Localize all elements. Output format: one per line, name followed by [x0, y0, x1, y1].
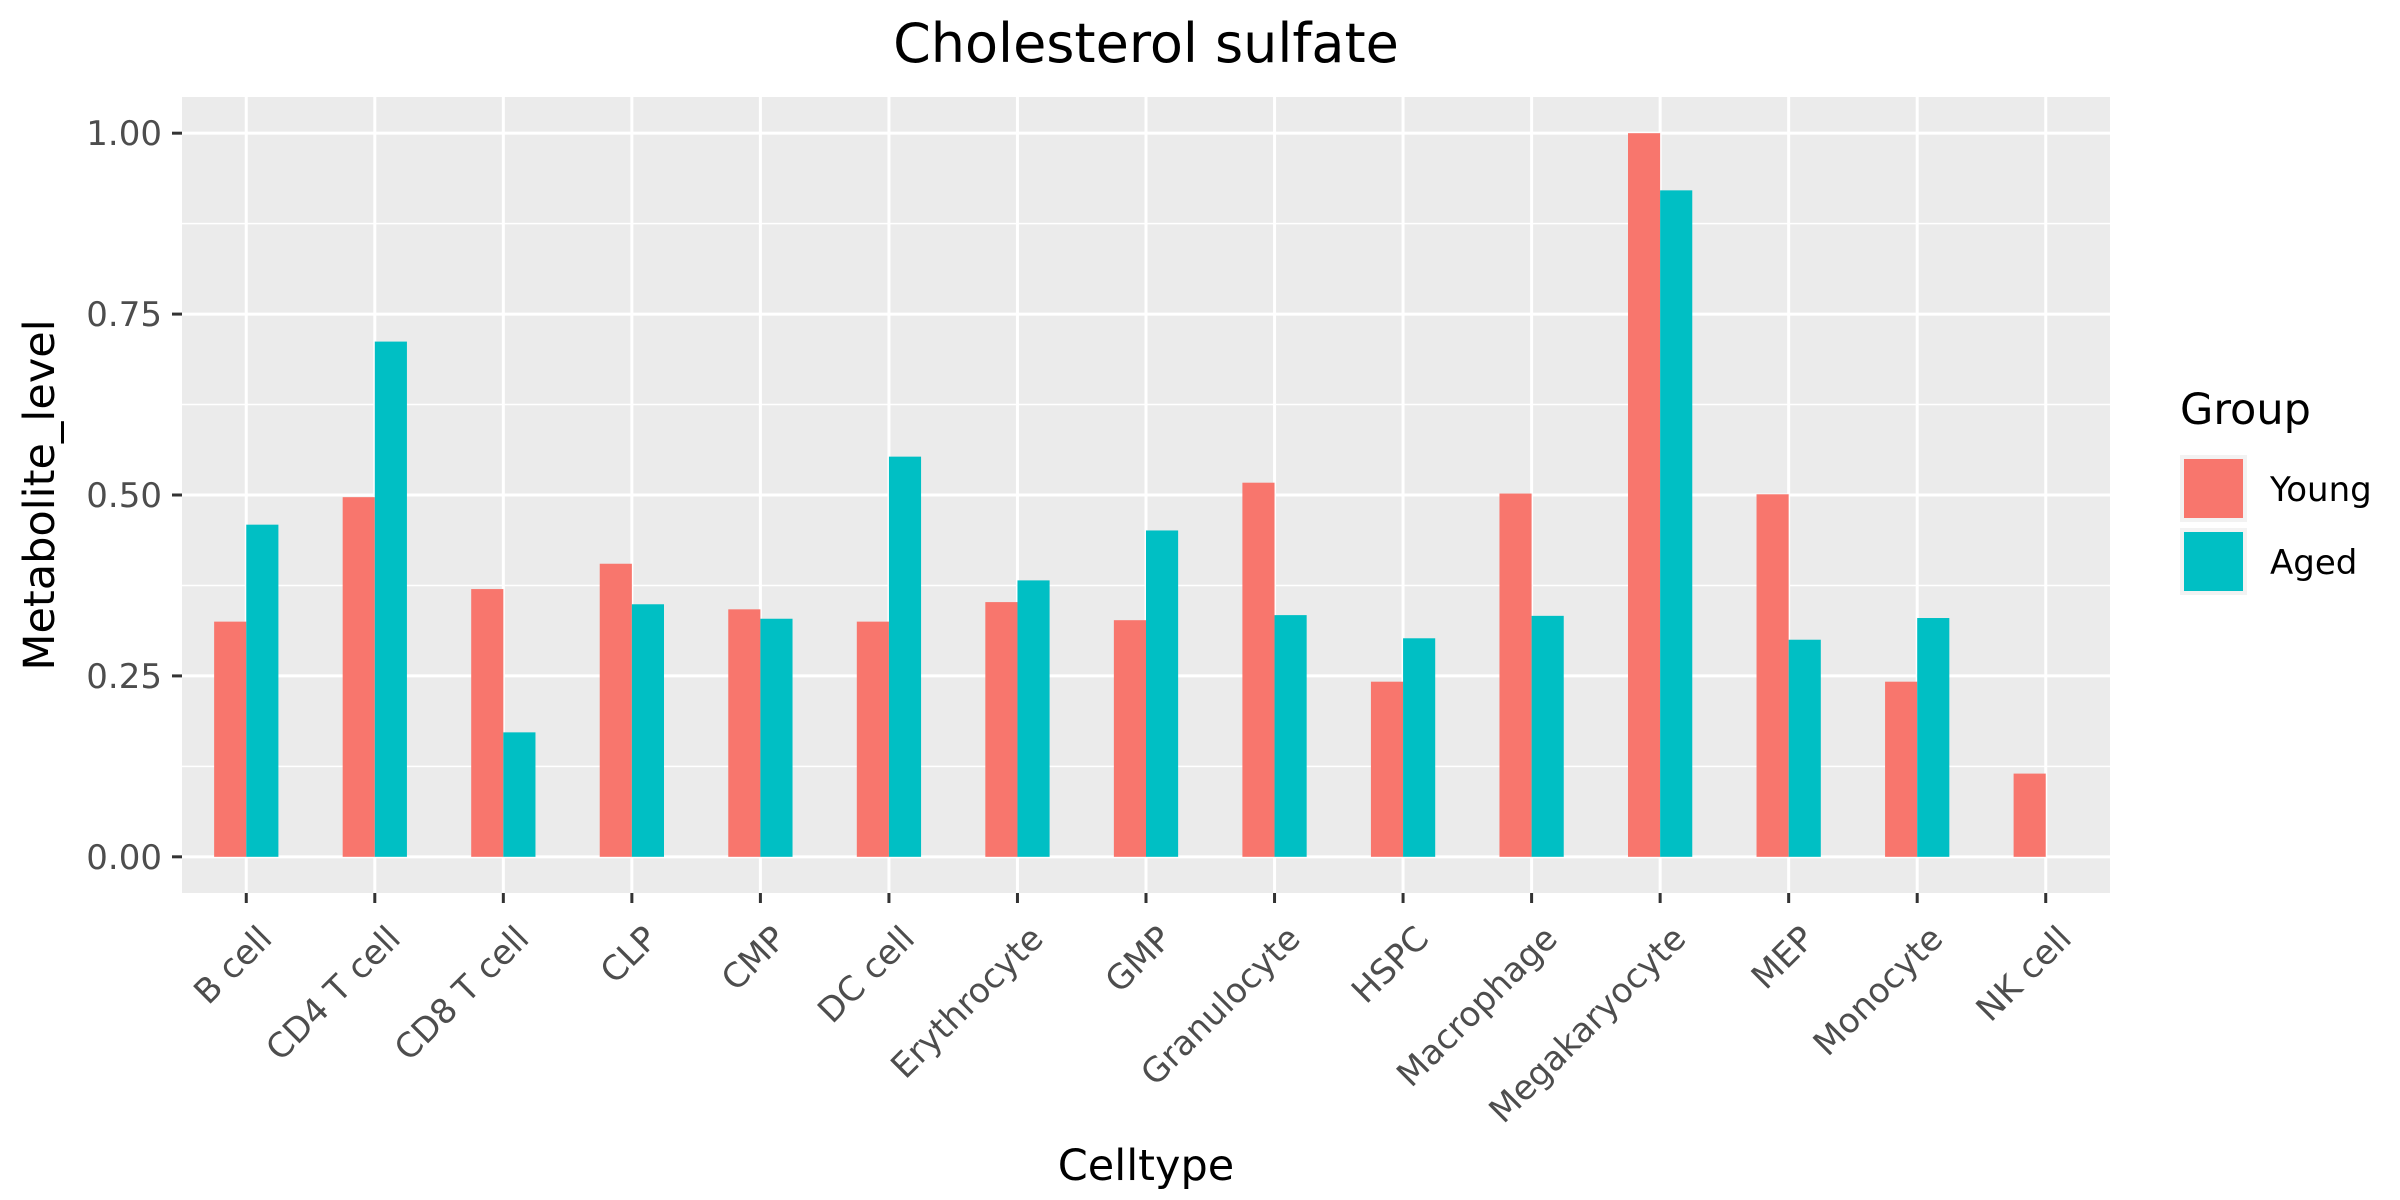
y-axis-title: Metabolite_level — [15, 319, 65, 670]
bar-young-8 — [1242, 482, 1275, 857]
bar-young-1 — [342, 497, 375, 857]
x-tick-label: CD8 T cell — [387, 919, 537, 1069]
bar-aged-8 — [1274, 615, 1307, 857]
bars — [214, 133, 2046, 857]
bar-young-2 — [471, 589, 504, 857]
bar-aged-0 — [246, 524, 279, 857]
x-tick-label: CMP — [714, 919, 794, 999]
y-tick-label: 0.75 — [86, 295, 162, 335]
x-tick-label: DC cell — [810, 919, 923, 1032]
bar-young-0 — [214, 621, 247, 857]
x-tick-label: CLP — [593, 919, 666, 992]
bar-young-14 — [2013, 773, 2046, 857]
bar-aged-10 — [1531, 615, 1564, 857]
bar-young-5 — [856, 621, 889, 857]
legend-label-young: Young — [2269, 470, 2372, 510]
bar-young-11 — [1628, 133, 1661, 857]
bar-young-13 — [1885, 681, 1918, 857]
bar-aged-2 — [503, 732, 536, 857]
bar-aged-4 — [760, 618, 793, 857]
x-tick-label: GMP — [1098, 919, 1180, 1001]
bar-young-9 — [1370, 681, 1404, 857]
bar-aged-3 — [631, 604, 664, 857]
bar-young-4 — [728, 609, 761, 857]
y-tick-label: 0.00 — [86, 838, 162, 878]
x-tick-label: HSPC — [1344, 919, 1437, 1012]
y-axis: 0.00 0.25 0.50 0.75 1.00 — [86, 114, 182, 878]
y-tick-label: 0.25 — [86, 657, 162, 697]
bar-aged-13 — [1917, 618, 1950, 857]
bar-aged-5 — [888, 456, 922, 857]
legend-label-aged: Aged — [2270, 543, 2357, 583]
legend-swatch-young — [2184, 459, 2243, 518]
x-tick-label: MEP — [1744, 919, 1823, 998]
chart-title: Cholesterol sulfate — [893, 12, 1399, 75]
bar-aged-1 — [374, 341, 407, 857]
bar-young-12 — [1756, 494, 1789, 857]
bar-aged-11 — [1660, 190, 1693, 857]
x-tick-label: NK cell — [1969, 919, 2080, 1030]
legend-swatch-aged — [2184, 532, 2243, 591]
y-tick-label: 1.00 — [86, 114, 162, 154]
bar-aged-12 — [1788, 639, 1821, 857]
bar-young-7 — [1113, 620, 1146, 857]
bar-young-6 — [985, 602, 1018, 857]
bar-aged-7 — [1146, 530, 1179, 857]
bar-aged-6 — [1017, 580, 1050, 857]
bar-aged-9 — [1403, 638, 1436, 857]
legend: Group Young Aged — [2180, 385, 2372, 595]
x-axis-title: Celltype — [1058, 1141, 1234, 1191]
bar-young-10 — [1499, 493, 1532, 857]
legend-title: Group — [2180, 385, 2311, 435]
x-tick-label: CD4 T cell — [258, 919, 408, 1069]
x-tick-label: B cell — [186, 919, 280, 1013]
bar-young-3 — [599, 563, 632, 857]
x-tick-label: Monocyte — [1806, 919, 1951, 1064]
y-tick-label: 0.50 — [86, 476, 162, 516]
